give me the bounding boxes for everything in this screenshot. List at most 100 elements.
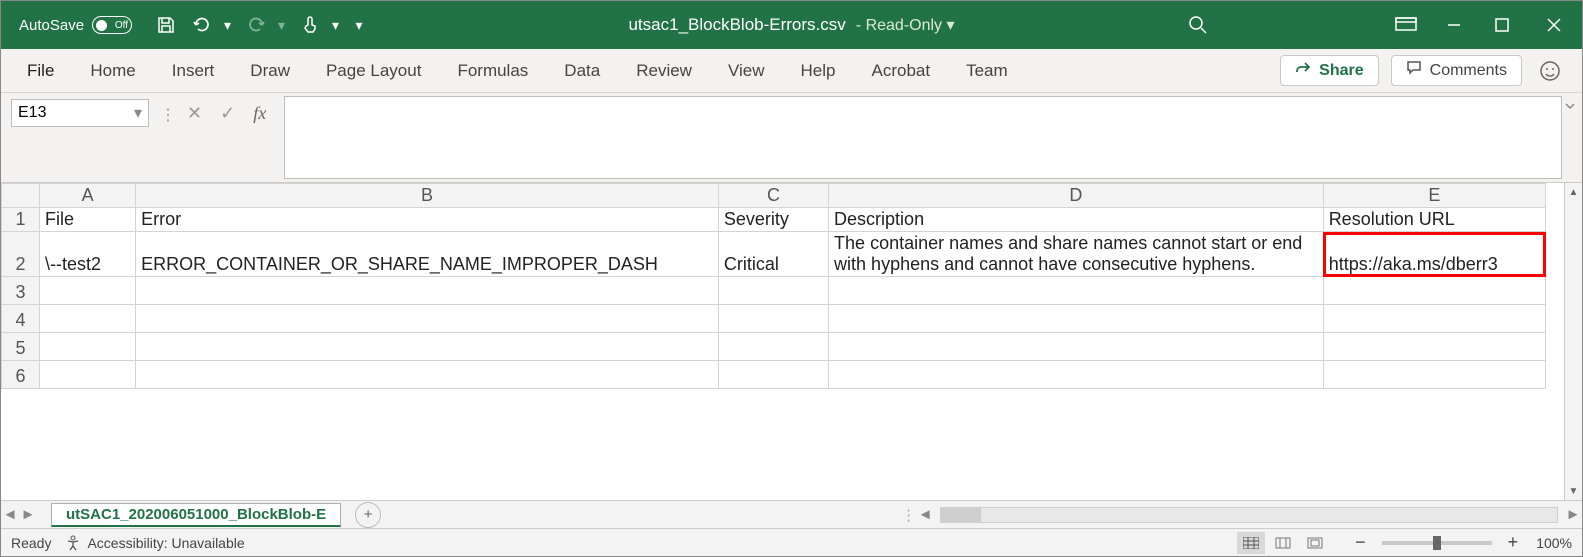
cell-A2[interactable]: \--test2 (40, 232, 136, 277)
redo-dropdown-icon[interactable]: ▾ (278, 17, 288, 34)
cell-B2[interactable]: ERROR_CONTAINER_OR_SHARE_NAME_IMPROPER_D… (136, 232, 719, 277)
comments-button[interactable]: Comments (1391, 55, 1522, 86)
expand-formula-bar-icon[interactable] (1564, 99, 1578, 113)
cell-B4[interactable] (136, 305, 719, 333)
row-header-1[interactable]: 1 (2, 208, 40, 232)
cell-E5[interactable] (1323, 333, 1545, 361)
zoom-out-button[interactable]: − (1349, 532, 1372, 553)
zoom-level[interactable]: 100% (1528, 535, 1572, 551)
cell-C4[interactable] (718, 305, 828, 333)
save-icon[interactable] (152, 11, 180, 39)
cell-B3[interactable] (136, 277, 719, 305)
scrollbar-thumb[interactable] (941, 508, 981, 522)
row-header-4[interactable]: 4 (2, 305, 40, 333)
scroll-down-icon[interactable]: ▼ (1565, 482, 1582, 500)
cell-C1[interactable]: Severity (718, 208, 828, 232)
page-break-view-button[interactable] (1301, 532, 1329, 554)
tab-insert[interactable]: Insert (154, 49, 233, 92)
readonly-label[interactable]: - Read-Only ▾ (856, 15, 955, 35)
name-box[interactable]: E13 ▾ (11, 99, 149, 127)
col-header-E[interactable]: E (1323, 184, 1545, 208)
cell-D5[interactable] (829, 333, 1324, 361)
customize-qat-icon[interactable]: ▾ (350, 11, 368, 39)
tab-home[interactable]: Home (72, 49, 153, 92)
maximize-button[interactable] (1478, 1, 1526, 49)
cancel-formula-button[interactable]: ✕ (187, 103, 202, 124)
tab-formulas[interactable]: Formulas (439, 49, 546, 92)
tab-help[interactable]: Help (783, 49, 854, 92)
cell-E4[interactable] (1323, 305, 1545, 333)
cell-B6[interactable] (136, 361, 719, 389)
zoom-in-button[interactable]: + (1502, 532, 1525, 553)
col-header-D[interactable]: D (829, 184, 1324, 208)
minimize-button[interactable] (1430, 1, 1478, 49)
undo-dropdown-icon[interactable]: ▾ (224, 17, 234, 34)
row-header-2[interactable]: 2 (2, 232, 40, 277)
horizontal-scrollbar[interactable] (940, 507, 1558, 523)
share-button[interactable]: Share (1280, 55, 1378, 86)
vertical-scrollbar[interactable]: ▲ ▼ (1564, 183, 1582, 500)
zoom-slider-thumb[interactable] (1433, 536, 1441, 550)
formula-input[interactable] (284, 96, 1562, 179)
normal-view-button[interactable] (1237, 532, 1265, 554)
tab-file[interactable]: File (9, 49, 72, 92)
sheet-tab-active[interactable]: utSAC1_202006051000_BlockBlob-E (51, 503, 341, 527)
row-header-3[interactable]: 3 (2, 277, 40, 305)
cell-D3[interactable] (829, 277, 1324, 305)
cell-A1[interactable]: File (40, 208, 136, 232)
search-icon[interactable] (1174, 1, 1222, 49)
cell-C3[interactable] (718, 277, 828, 305)
tab-draw[interactable]: Draw (232, 49, 308, 92)
cell-E2[interactable]: https://aka.ms/dberr3 (1323, 232, 1545, 277)
page-layout-view-button[interactable] (1269, 532, 1297, 554)
tab-page-layout[interactable]: Page Layout (308, 49, 439, 92)
cell-D4[interactable] (829, 305, 1324, 333)
scroll-up-icon[interactable]: ▲ (1565, 183, 1582, 201)
col-header-B[interactable]: B (136, 184, 719, 208)
ribbon-display-icon[interactable] (1382, 1, 1430, 49)
row-header-5[interactable]: 5 (2, 333, 40, 361)
insert-function-button[interactable]: fx (253, 103, 266, 124)
tab-review[interactable]: Review (618, 49, 710, 92)
cell-A6[interactable] (40, 361, 136, 389)
select-all-corner[interactable] (2, 184, 40, 208)
zoom-slider[interactable] (1382, 541, 1492, 545)
cell-grid[interactable]: A B C D E 1 File Error Severity Descript… (1, 183, 1564, 500)
cell-E6[interactable] (1323, 361, 1545, 389)
cell-D6[interactable] (829, 361, 1324, 389)
close-button[interactable] (1526, 1, 1582, 49)
row-header-6[interactable]: 6 (2, 361, 40, 389)
autosave-toggle[interactable]: AutoSave Off (19, 16, 132, 34)
cell-D2[interactable]: The container names and share names cann… (829, 232, 1324, 277)
undo-icon[interactable] (188, 11, 216, 39)
cell-C5[interactable] (718, 333, 828, 361)
next-sheet-icon[interactable]: ► (19, 506, 37, 523)
new-sheet-button[interactable]: + (355, 502, 381, 528)
tab-team[interactable]: Team (948, 49, 1026, 92)
prev-sheet-icon[interactable]: ◄ (1, 506, 19, 523)
cell-C6[interactable] (718, 361, 828, 389)
scroll-left-icon[interactable]: ◄ (916, 506, 934, 523)
feedback-icon[interactable] (1534, 55, 1566, 87)
cell-E3[interactable] (1323, 277, 1545, 305)
redo-icon[interactable] (242, 11, 270, 39)
touch-dropdown-icon[interactable]: ▾ (332, 17, 342, 34)
tab-data[interactable]: Data (546, 49, 618, 92)
cell-C2[interactable]: Critical (718, 232, 828, 277)
name-box-dropdown-icon[interactable]: ▾ (134, 103, 142, 123)
cell-B5[interactable] (136, 333, 719, 361)
autosave-switch[interactable]: Off (92, 16, 132, 34)
cell-B1[interactable]: Error (136, 208, 719, 232)
accessibility-status[interactable]: Accessibility: Unavailable (65, 535, 244, 551)
tab-view[interactable]: View (710, 49, 783, 92)
col-header-C[interactable]: C (718, 184, 828, 208)
scroll-right-icon[interactable]: ► (1564, 506, 1582, 523)
tab-acrobat[interactable]: Acrobat (853, 49, 948, 92)
cell-A4[interactable] (40, 305, 136, 333)
cell-A3[interactable] (40, 277, 136, 305)
col-header-A[interactable]: A (40, 184, 136, 208)
cell-E1[interactable]: Resolution URL (1323, 208, 1545, 232)
touch-mode-icon[interactable] (296, 11, 324, 39)
cell-A5[interactable] (40, 333, 136, 361)
cell-D1[interactable]: Description (829, 208, 1324, 232)
